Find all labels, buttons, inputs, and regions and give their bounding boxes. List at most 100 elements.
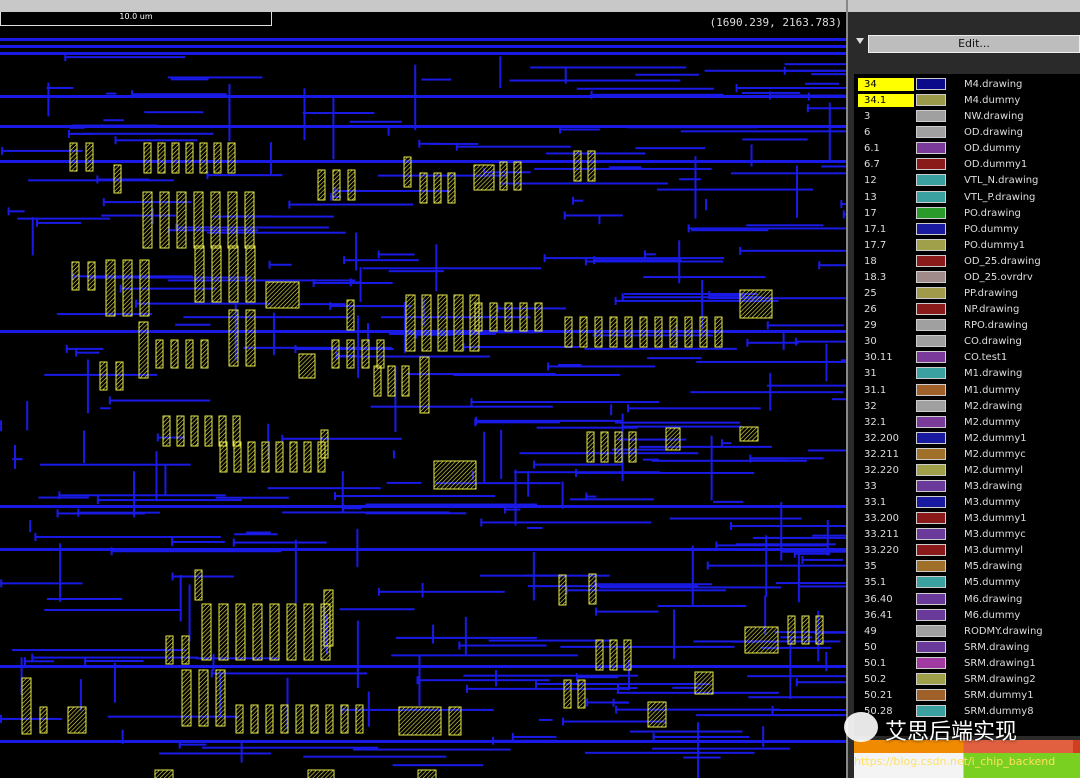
wire (96, 496, 99, 505)
wire (592, 334, 713, 337)
wire (303, 88, 306, 141)
wire (585, 492, 588, 501)
wire (475, 419, 622, 422)
wire (687, 224, 690, 233)
layer-row[interactable]: 32.200 M2.dummy1 (854, 431, 1080, 446)
wire (635, 73, 700, 76)
layer-row[interactable]: 31 M1.drawing (854, 366, 1080, 381)
wire (840, 199, 843, 208)
layer-row[interactable]: 50 SRM.drawing (854, 640, 1080, 655)
device-shape (417, 769, 437, 778)
layer-row[interactable]: 34 M4.drawing (854, 77, 1080, 92)
layer-row[interactable]: 33.1 M3.dummy (854, 495, 1080, 510)
wire (696, 360, 846, 363)
layer-row[interactable]: 32.220 M2.dummyl (854, 463, 1080, 478)
layer-row[interactable]: 30.11 CO.test1 (854, 350, 1080, 365)
layer-row[interactable]: 34.1 M4.dummy (854, 93, 1080, 108)
layer-row[interactable]: 18 OD_25.drawing (854, 254, 1080, 269)
wire (560, 645, 735, 648)
device-shape (210, 191, 221, 249)
wire (392, 764, 484, 767)
layer-swatch (916, 110, 946, 123)
dropdown-arrow[interactable] (856, 38, 864, 44)
layer-row[interactable]: 32.211 M2.dummyc (854, 447, 1080, 462)
wire (14, 444, 17, 469)
wire (463, 674, 639, 677)
layer-swatch (916, 78, 946, 90)
layer-row[interactable]: 49 RODMY.drawing (854, 624, 1080, 639)
layer-row[interactable]: 33 M3.drawing (854, 479, 1080, 494)
wire (23, 660, 55, 663)
wire (281, 437, 402, 440)
layer-number: 35 (864, 561, 877, 573)
layer-row[interactable]: 50.28 SRM.dummy8 (854, 704, 1080, 719)
layer-row[interactable]: 36.40 M6.drawing (854, 592, 1080, 607)
layer-name: M5.drawing (964, 561, 1023, 573)
layer-row[interactable]: 50.2 SRM.drawing2 (854, 672, 1080, 687)
layer-row[interactable]: 18.3 OD_25.ovrdrv (854, 270, 1080, 285)
layer-row[interactable]: 6.7 OD.dummy1 (854, 157, 1080, 172)
layer-row[interactable]: 30 CO.drawing (854, 334, 1080, 349)
wire (748, 696, 846, 699)
layer-row[interactable]: 35 M5.drawing (854, 559, 1080, 574)
layer-row[interactable]: 33.211 M3.dummyc (854, 527, 1080, 542)
layer-name: PO.drawing (964, 207, 1021, 219)
wire (651, 747, 791, 750)
layer-row[interactable]: 12 VTL_N.drawing (854, 173, 1080, 188)
edit-button[interactable]: Edit... (868, 35, 1080, 53)
wire (377, 250, 380, 259)
layer-row[interactable]: 17 PO.drawing (854, 206, 1080, 221)
wire (584, 260, 724, 263)
layer-number: 34.1 (858, 94, 914, 108)
layer-row[interactable]: 36.41 M6.dummy (854, 608, 1080, 623)
layer-row[interactable]: 17.7 PO.dummy1 (854, 238, 1080, 253)
layer-row[interactable]: 13 VTL_P.drawing (854, 190, 1080, 205)
wire (96, 175, 99, 184)
device-shape (181, 669, 192, 727)
layer-swatch (916, 190, 946, 203)
wire (629, 730, 743, 733)
device-shape (227, 142, 236, 174)
wire (765, 535, 768, 597)
layout-canvas[interactable] (0, 0, 846, 778)
device-shape (387, 365, 396, 397)
wire (329, 305, 411, 308)
wire (179, 574, 182, 622)
layer-row[interactable]: 17.1 PO.dummy (854, 222, 1080, 237)
wire (64, 56, 186, 59)
layer-row[interactable]: 25 PP.drawing (854, 286, 1080, 301)
wire (614, 299, 779, 302)
wire (595, 610, 659, 613)
device-shape (269, 603, 280, 661)
wire (766, 321, 769, 330)
wire (462, 346, 580, 349)
layer-row[interactable]: 29 RPO.drawing (854, 318, 1080, 333)
layer-row[interactable]: 35.1 M5.dummy (854, 575, 1080, 590)
layer-row[interactable]: 32 M2.drawing (854, 399, 1080, 414)
layer-row[interactable]: 50.1 SRM.drawing1 (854, 656, 1080, 671)
layer-row[interactable]: 32.1 M2.dummy (854, 415, 1080, 430)
wire (71, 124, 158, 127)
layer-row[interactable]: 3 NW.drawing (854, 109, 1080, 124)
layer-name: PP.drawing (964, 288, 1018, 300)
device-shape (165, 635, 174, 665)
layer-name: OD_25.drawing (964, 255, 1041, 267)
layer-row[interactable]: 33.200 M3.dummy1 (854, 511, 1080, 526)
wire (108, 399, 211, 402)
layer-row[interactable]: 33.220 M3.dummyl (854, 543, 1080, 558)
layer-number: 6.1 (864, 143, 880, 155)
layer-row[interactable]: 6.1 OD.dummy (854, 141, 1080, 156)
layer-name: CO.drawing (964, 336, 1022, 348)
device-shape (157, 142, 166, 174)
layer-row[interactable]: 31.1 M1.dummy (854, 383, 1080, 398)
wire (511, 735, 557, 738)
layer-number: 32.211 (864, 448, 899, 460)
layer-row[interactable]: 6 OD.drawing (854, 125, 1080, 140)
wire (519, 452, 699, 455)
device-shape (155, 339, 164, 369)
device-shape (433, 460, 477, 490)
layer-row[interactable]: 50.21 SRM.dummy1 (854, 688, 1080, 703)
layer-row[interactable]: 26 NP.drawing (854, 302, 1080, 317)
device-shape (275, 441, 284, 473)
wire (330, 192, 333, 201)
